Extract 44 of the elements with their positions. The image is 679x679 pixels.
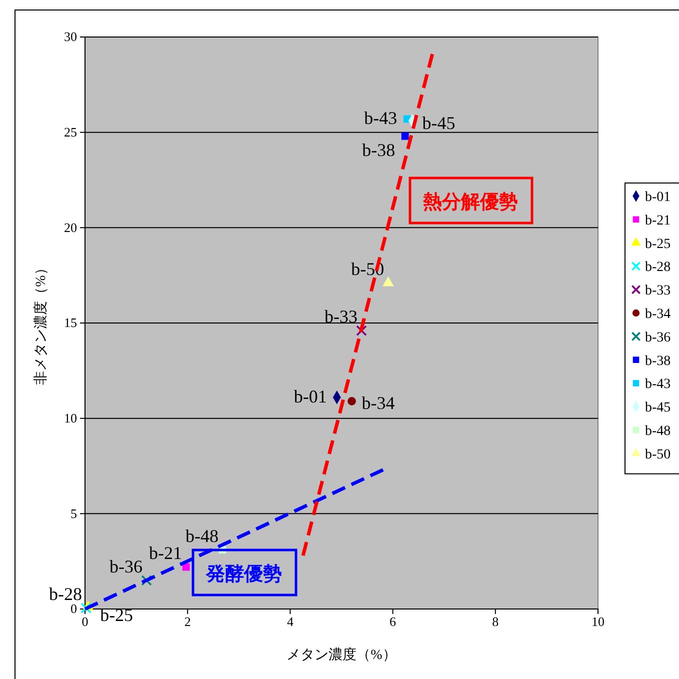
x-axis-title: メタン濃度（%） (286, 647, 396, 663)
text: b-25 (100, 605, 134, 626)
text: b-21 (149, 543, 182, 564)
legend-label: b-45 (645, 400, 671, 416)
x-tick-label: 8 (492, 614, 499, 630)
point (141, 574, 152, 586)
x-tick-label: 10 (592, 614, 604, 630)
legend-label: b-33 (645, 284, 671, 299)
annotation: 発酵優勢 (205, 563, 282, 585)
legend-label: b-21 (645, 213, 671, 228)
x-tick-label: 0 (82, 614, 88, 630)
point (401, 132, 409, 140)
y-tick-label: 10 (64, 410, 77, 426)
y-tick-label: 25 (64, 124, 77, 140)
text: b-01 (294, 386, 327, 406)
text: b-36 (110, 556, 143, 576)
text: b-33 (324, 306, 358, 327)
y-axis-title: 非メタン濃度（%） (33, 261, 49, 385)
text: b-34 (362, 393, 395, 414)
legend-label: b-34 (645, 307, 671, 322)
x-tick-label: 6 (390, 614, 397, 630)
x-tick-label: 4 (286, 614, 294, 630)
y-tick-label: 5 (70, 506, 77, 521)
y-tick-label: 20 (64, 220, 77, 235)
legend-label: b-50 (645, 447, 671, 462)
legend-label: b-48 (645, 424, 671, 439)
text: b-38 (362, 140, 396, 160)
y-tick-label: 15 (64, 315, 77, 330)
point (348, 397, 356, 406)
legend-label: b-36 (645, 330, 671, 346)
annotation: 熱分解優勢 (422, 191, 518, 213)
legend-label: b-25 (645, 236, 671, 252)
legend-label: b-43 (645, 377, 671, 392)
legend-label: b-01 (645, 190, 671, 205)
y-tick-label: 30 (64, 29, 77, 44)
point (182, 563, 190, 571)
x-tick-label: 2 (184, 614, 191, 630)
text: b-45 (422, 112, 456, 133)
point (80, 602, 92, 614)
legend-label: b-38 (645, 354, 671, 369)
point (356, 325, 367, 336)
text: b-48 (185, 526, 218, 546)
text: b-43 (364, 108, 398, 128)
legend-label: b-28 (645, 260, 671, 276)
